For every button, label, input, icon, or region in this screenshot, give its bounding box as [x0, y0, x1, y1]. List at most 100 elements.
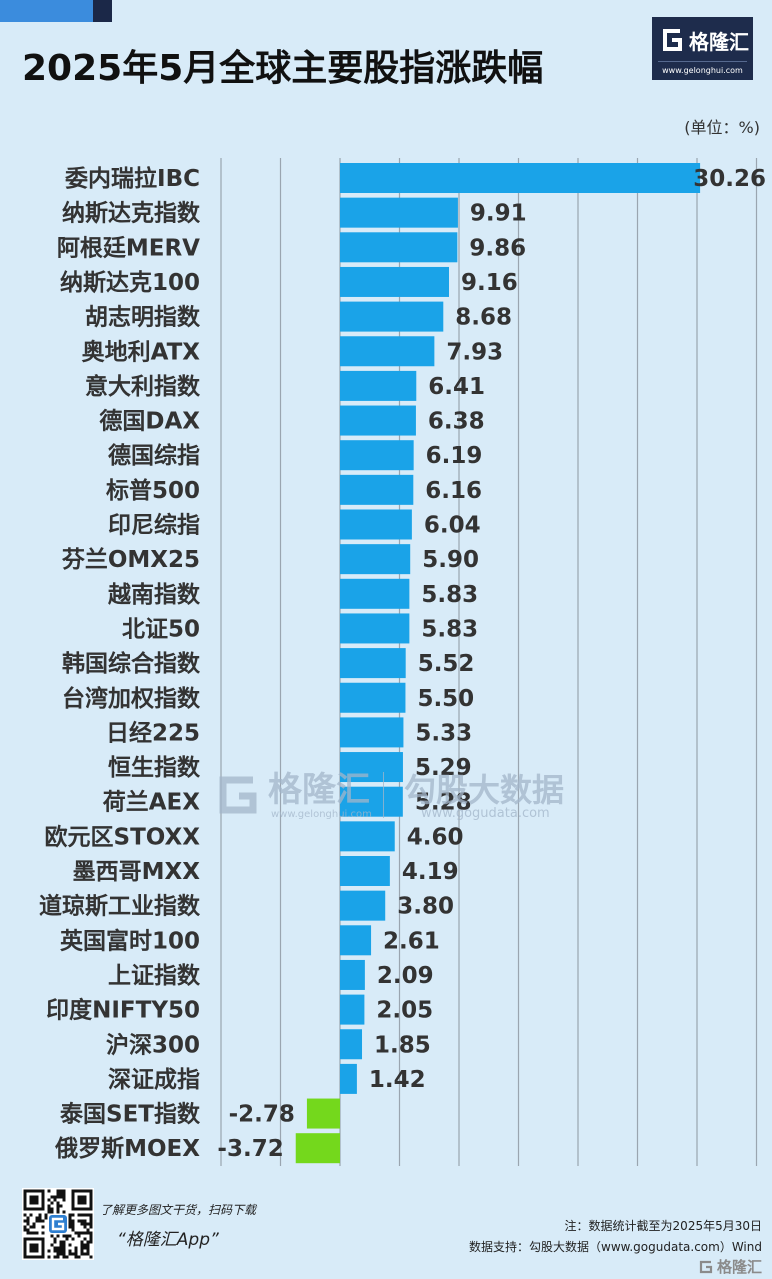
bar-24 — [340, 959, 365, 990]
bar-25 — [340, 994, 365, 1025]
bar-29 — [295, 1133, 340, 1164]
watermark-divider — [383, 772, 384, 818]
bar-8 — [340, 405, 416, 436]
bar-26 — [340, 1029, 363, 1060]
value-label-24: 2.09 — [377, 963, 434, 989]
category-label-23: 英国富时100 — [60, 927, 200, 954]
corner-accent-blue — [0, 0, 93, 22]
gelonghui-logo-icon — [663, 29, 682, 51]
value-label-1: 30.26 — [693, 166, 766, 192]
bar-13 — [340, 578, 410, 609]
qr-code-icon — [22, 1188, 94, 1260]
bars — [295, 163, 701, 1164]
footer-logo: 格隆汇 — [698, 1258, 762, 1276]
category-label-25: 印度NIFTY50 — [46, 997, 200, 1024]
value-label-3: 9.86 — [469, 235, 526, 261]
category-label-14: 北证50 — [122, 616, 200, 642]
value-label-25: 2.05 — [376, 998, 433, 1024]
category-label-22: 道琼斯工业指数 — [39, 893, 201, 920]
bar-21 — [340, 856, 390, 886]
category-label-1: 委内瑞拉IBC — [64, 165, 200, 192]
value-labels: 30.26 9.91 9.86 9.16 8.68 7.93 6.41 6.38 6.19 6.1… — [217, 166, 766, 1162]
category-label-27: 深证成指 — [108, 1067, 200, 1093]
category-label-7: 意大利指数 — [85, 373, 201, 400]
value-label-2: 9.91 — [470, 201, 527, 227]
qr-modules — [23, 1189, 93, 1259]
category-label-3: 阿根廷MERV — [57, 235, 200, 261]
qr-center-g-icon — [51, 1217, 65, 1231]
bar-5 — [340, 301, 444, 332]
category-label-21: 墨西哥MXX — [73, 859, 201, 885]
bar-17 — [340, 717, 404, 748]
value-label-18: 5.29 — [415, 755, 472, 781]
bar-11 — [340, 509, 412, 540]
value-label-15: 5.52 — [418, 651, 475, 677]
bar-10 — [340, 474, 414, 505]
category-label-26: 沪深300 — [106, 1031, 200, 1058]
watermark-logo-icon — [219, 776, 257, 814]
bar-16 — [340, 682, 406, 713]
bar-15 — [340, 648, 406, 679]
bar-9 — [340, 440, 414, 471]
category-label-15: 韩国综合指数 — [62, 650, 201, 677]
category-label-18: 恒生指数 — [108, 755, 201, 781]
bar-28 — [306, 1098, 340, 1129]
data-source: 数据支持：勾股大数据（www.gogudata.com）Wind — [469, 1240, 762, 1254]
data-note: 注：数据统计截至为2025年5月30日 — [564, 1219, 762, 1233]
category-label-2: 纳斯达克指数 — [62, 200, 201, 227]
brand-name: 格隆汇 — [689, 30, 749, 54]
watermark-partner-url: www.gogudata.com — [421, 806, 550, 821]
category-label-20: 欧元区STOXX — [45, 824, 201, 850]
category-label-17: 日经225 — [106, 719, 200, 746]
chart-title: 2025年5月全球主要股指涨跌幅 — [22, 48, 544, 89]
category-label-6: 奥地利ATX — [82, 338, 201, 365]
bar-22 — [340, 890, 386, 921]
category-label-13: 越南指数 — [108, 582, 201, 608]
bar-7 — [340, 370, 417, 401]
bar-20 — [340, 821, 395, 852]
value-label-13: 5.83 — [421, 582, 478, 608]
value-label-9: 6.19 — [426, 443, 483, 469]
category-label-29: 俄罗斯MOEX — [54, 1135, 200, 1162]
value-label-12: 5.90 — [422, 547, 479, 573]
category-label-28: 泰国SET指数 — [59, 1101, 201, 1128]
watermark-partner: 勾股大数据 — [404, 771, 565, 809]
value-label-10: 6.16 — [425, 478, 482, 504]
watermark-brand: 格隆汇 — [268, 770, 370, 810]
watermark-brand-url: www.gelonghui.com — [271, 809, 372, 820]
value-label-4: 9.16 — [461, 270, 518, 296]
corner-accent-dark — [93, 0, 112, 22]
bar-1 — [340, 163, 701, 193]
category-label-8: 德国DAX — [99, 408, 200, 435]
category-label-11: 印尼综指 — [108, 512, 200, 539]
value-label-14: 5.83 — [421, 616, 478, 642]
category-label-10: 标普500 — [106, 477, 200, 504]
bar-3 — [340, 232, 458, 263]
bar-27 — [340, 1063, 357, 1094]
bar-23 — [340, 925, 372, 956]
value-label-21: 4.19 — [402, 859, 459, 885]
value-label-20: 4.60 — [407, 824, 464, 850]
bar-12 — [340, 544, 411, 575]
bar-2 — [340, 197, 458, 228]
unit-label: (单位：%) — [684, 118, 760, 137]
value-label-5: 8.68 — [455, 305, 512, 331]
bar-14 — [340, 613, 410, 644]
value-label-28: -2.78 — [229, 1102, 295, 1128]
footer-logo-icon — [699, 1260, 713, 1274]
footer-logo-text: 格隆汇 — [716, 1258, 762, 1276]
value-label-17: 5.33 — [415, 720, 472, 746]
bar-4 — [340, 266, 450, 297]
qr-caption: 了解更多图文干货，扫码下载 — [100, 1203, 257, 1217]
category-label-12: 芬兰OMX25 — [62, 546, 200, 573]
value-label-6: 7.93 — [446, 339, 503, 365]
bar-18 — [340, 752, 403, 783]
value-label-19: 5.28 — [415, 790, 472, 816]
value-label-29: -3.72 — [217, 1136, 283, 1162]
category-label-19: 荷兰AEX — [103, 789, 201, 816]
brand-logo: 格隆汇 www.gelonghui.com — [652, 17, 753, 80]
brand-url: www.gelonghui.com — [662, 66, 743, 75]
value-label-27: 1.42 — [369, 1067, 426, 1093]
